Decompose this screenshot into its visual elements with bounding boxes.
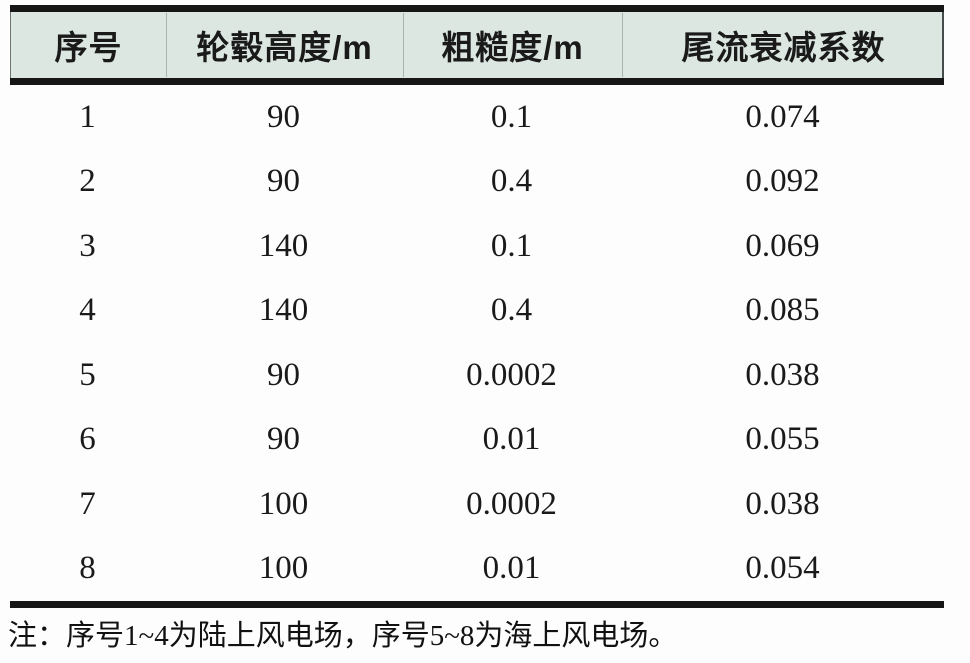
- column-separator: [166, 13, 167, 77]
- hub-height-cell: 140: [258, 292, 309, 329]
- table-row: 4 140 0.4 0.085: [10, 279, 944, 344]
- hub-height-cell: 100: [258, 550, 309, 587]
- hub-height-cell: 90: [267, 421, 300, 458]
- roughness-cell: 0.4: [490, 163, 533, 200]
- wake-decay-cell: 0.074: [745, 98, 820, 135]
- serial-cell: 3: [79, 227, 96, 264]
- table-row: 3 140 0.1 0.069: [10, 214, 944, 279]
- wake-decay-cell: 0.038: [745, 356, 820, 393]
- column-header-hub-height: 轮毂高度/m: [196, 29, 373, 66]
- table-row: 6 90 0.01 0.055: [10, 408, 944, 473]
- roughness-cell: 0.4: [490, 292, 533, 329]
- table-row: 5 90 0.0002 0.038: [10, 343, 944, 408]
- serial-cell: 6: [79, 421, 96, 458]
- roughness-cell: 0.1: [490, 98, 533, 135]
- serial-cell: 7: [79, 485, 96, 522]
- wake-decay-cell: 0.055: [745, 421, 820, 458]
- serial-cell: 4: [79, 292, 96, 329]
- roughness-cell: 0.0002: [466, 356, 557, 393]
- serial-cell: 5: [79, 356, 96, 393]
- roughness-cell: 0.01: [482, 550, 541, 587]
- hub-height-cell: 90: [267, 163, 300, 200]
- wake-decay-cell: 0.054: [745, 550, 820, 587]
- header-rule: [10, 78, 944, 85]
- roughness-cell: 0.1: [490, 227, 533, 264]
- column-separator: [622, 13, 623, 77]
- bottom-rule: [10, 601, 944, 608]
- table-row: 1 90 0.1 0.074: [10, 85, 944, 150]
- roughness-cell: 0.01: [482, 421, 541, 458]
- column-separator: [403, 13, 404, 77]
- top-rule: [10, 5, 944, 12]
- table-row: 8 100 0.01 0.054: [10, 537, 944, 602]
- wake-decay-cell: 0.085: [745, 292, 820, 329]
- table-row: 7 100 0.0002 0.038: [10, 472, 944, 537]
- hub-height-cell: 140: [258, 227, 309, 264]
- data-table: 序号 轮毂高度/m 粗糙度/m 尾流衰减系数 1 90 0.1 0.074 2 …: [10, 5, 944, 608]
- wake-decay-cell: 0.069: [745, 227, 820, 264]
- serial-cell: 2: [79, 163, 96, 200]
- wake-decay-cell: 0.092: [745, 163, 820, 200]
- column-header-roughness: 粗糙度/m: [441, 29, 584, 66]
- serial-cell: 1: [79, 98, 96, 135]
- serial-cell: 8: [79, 550, 96, 587]
- column-header-serial: 序号: [54, 29, 123, 66]
- hub-height-cell: 100: [258, 485, 309, 522]
- table-body: 1 90 0.1 0.074 2 90 0.4 0.092 3 140 0.1 …: [10, 85, 944, 601]
- wake-decay-cell: 0.038: [745, 485, 820, 522]
- table-note: 注：序号1~4为陆上风电场，序号5~8为海上风电场。: [8, 620, 678, 652]
- hub-height-cell: 90: [267, 356, 300, 393]
- roughness-cell: 0.0002: [466, 485, 557, 522]
- hub-height-cell: 90: [267, 98, 300, 135]
- table-row: 2 90 0.4 0.092: [10, 150, 944, 215]
- table-header-row: 序号 轮毂高度/m 粗糙度/m 尾流衰减系数: [10, 12, 944, 78]
- column-header-wake-decay: 尾流衰减系数: [681, 29, 886, 66]
